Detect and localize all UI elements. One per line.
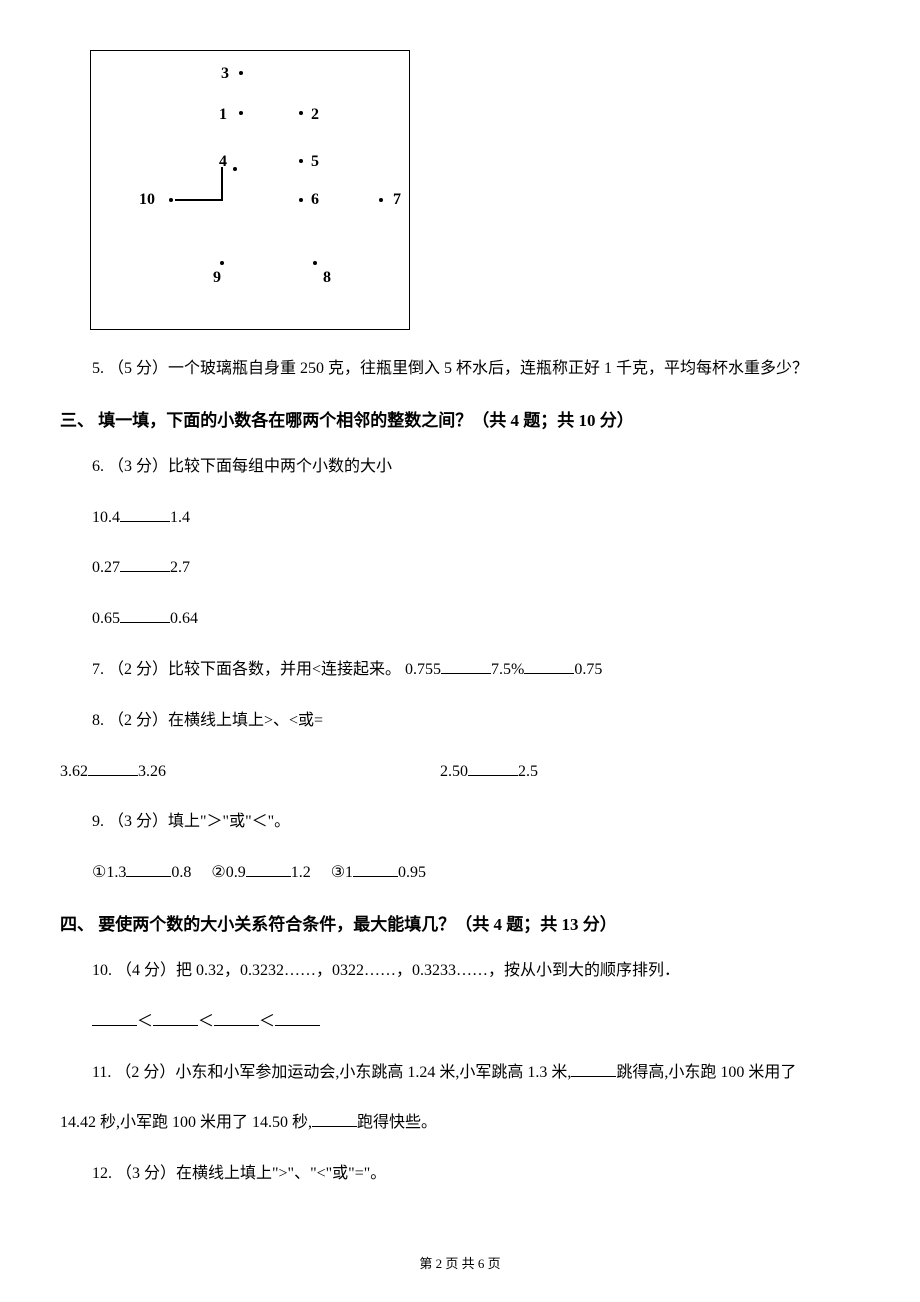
blank[interactable]	[88, 758, 138, 776]
q9-1a: ①1.3	[92, 864, 126, 881]
q11-l2a: 14.42 秒,小军跑 100 米用了 14.50 秒,	[60, 1114, 312, 1131]
q6-row1: 10.4 1.4	[60, 504, 860, 533]
q6-r1a: 10.4	[92, 509, 120, 526]
q10-blanks: ＜＜＜	[60, 1008, 860, 1037]
blank[interactable]	[571, 1059, 616, 1077]
dot-9	[220, 261, 224, 265]
q8-row: 3.62 3.26 2.50 2.5	[60, 758, 860, 787]
question-11: 11. （2 分）小东和小军参加运动会,小东跳高 1.24 米,小军跳高 1.3…	[60, 1059, 860, 1088]
node-5: 5	[311, 153, 319, 171]
dot-10	[169, 198, 173, 202]
q6-r3b: 0.64	[170, 610, 198, 627]
dot-2	[299, 111, 303, 115]
node-10: 10	[139, 191, 155, 209]
node-2: 2	[311, 106, 319, 124]
node-7: 7	[393, 191, 401, 209]
q6-r1b: 1.4	[170, 509, 190, 526]
arrow-v	[221, 167, 223, 201]
question-12: 12. （3 分）在横线上填上">"、"<"或"="。	[60, 1160, 860, 1189]
blank[interactable]	[524, 656, 574, 674]
blank[interactable]	[120, 605, 170, 623]
blank[interactable]	[353, 859, 398, 877]
blank[interactable]	[275, 1008, 320, 1026]
q6-r2b: 2.7	[170, 559, 190, 576]
blank[interactable]	[120, 554, 170, 572]
blank[interactable]	[214, 1008, 259, 1026]
q6-r2a: 0.27	[92, 559, 120, 576]
blank[interactable]	[120, 504, 170, 522]
q8-la: 3.62	[60, 763, 88, 780]
q7-label: 7. （2 分）比较下面各数，并用<连接起来。 0.755	[92, 661, 441, 678]
question-8: 8. （2 分）在横线上填上>、<或=	[60, 707, 860, 736]
page-footer: 第 2 页 共 6 页	[0, 1253, 920, 1272]
q6-r3a: 0.65	[92, 610, 120, 627]
dot-7	[379, 198, 383, 202]
q6-row3: 0.65 0.64	[60, 605, 860, 634]
blank[interactable]	[246, 859, 291, 877]
question-10: 10. （4 分）把 0.32，0.3232……，0322……，0.3233………	[60, 957, 860, 986]
node-8: 8	[323, 269, 331, 287]
blank[interactable]	[153, 1008, 198, 1026]
q8-rb: 2.5	[518, 763, 538, 780]
q9-1b: 0.8	[171, 864, 191, 881]
q11-mid: 跳得高,小东跑 100 米用了	[616, 1064, 796, 1081]
blank[interactable]	[92, 1008, 137, 1026]
q7-mid: 7.5%	[491, 661, 524, 678]
dot-5	[299, 159, 303, 163]
dot-8	[313, 261, 317, 265]
blank[interactable]	[441, 656, 491, 674]
question-9: 9. （3 分）填上"＞"或"＜"。	[60, 808, 860, 837]
q8-lb: 3.26	[138, 763, 166, 780]
q7-end: 0.75	[574, 661, 602, 678]
blank[interactable]	[468, 758, 518, 776]
q11-l2b: 跑得快些。	[357, 1114, 437, 1131]
q9-2a: ②0.9	[211, 864, 245, 881]
section-4-title: 四、 要使两个数的大小关系符合条件，最大能填几？（共 4 题；共 13 分）	[60, 910, 860, 935]
node-9: 9	[213, 269, 221, 287]
number-diagram: 3 1 2 4 5 10 6 7 9 8	[90, 50, 410, 330]
arrow-h	[175, 199, 223, 201]
q11-prefix: 11. （2 分）小东和小军参加运动会,小东跳高 1.24 米,小军跳高 1.3…	[92, 1064, 571, 1081]
q11-line2: 14.42 秒,小军跑 100 米用了 14.50 秒, 跑得快些。	[60, 1109, 860, 1138]
question-7: 7. （2 分）比较下面各数，并用<连接起来。 0.755 7.5% 0.75	[60, 656, 860, 685]
section-3-title: 三、 填一填，下面的小数各在哪两个相邻的整数之间？（共 4 题；共 10 分）	[60, 406, 860, 431]
q9-3a: ③1	[331, 864, 353, 881]
q8-ra: 2.50	[440, 763, 468, 780]
q9-2b: 1.2	[291, 864, 311, 881]
blank[interactable]	[126, 859, 171, 877]
node-3: 3	[221, 65, 229, 83]
q9-row: ①1.3 0.8 ②0.9 1.2 ③1 0.95	[60, 859, 860, 888]
dot-1	[239, 111, 243, 115]
dot-6	[299, 198, 303, 202]
q6-row2: 0.27 2.7	[60, 554, 860, 583]
question-6: 6. （3 分）比较下面每组中两个小数的大小	[60, 453, 860, 482]
dot-3	[239, 71, 243, 75]
node-6: 6	[311, 191, 319, 209]
question-5: 5. （5 分）一个玻璃瓶自身重 250 克，往瓶里倒入 5 杯水后，连瓶称正好…	[60, 355, 860, 384]
q9-3b: 0.95	[398, 864, 426, 881]
dot-4	[233, 167, 237, 171]
blank[interactable]	[312, 1109, 357, 1127]
node-1: 1	[219, 106, 227, 124]
